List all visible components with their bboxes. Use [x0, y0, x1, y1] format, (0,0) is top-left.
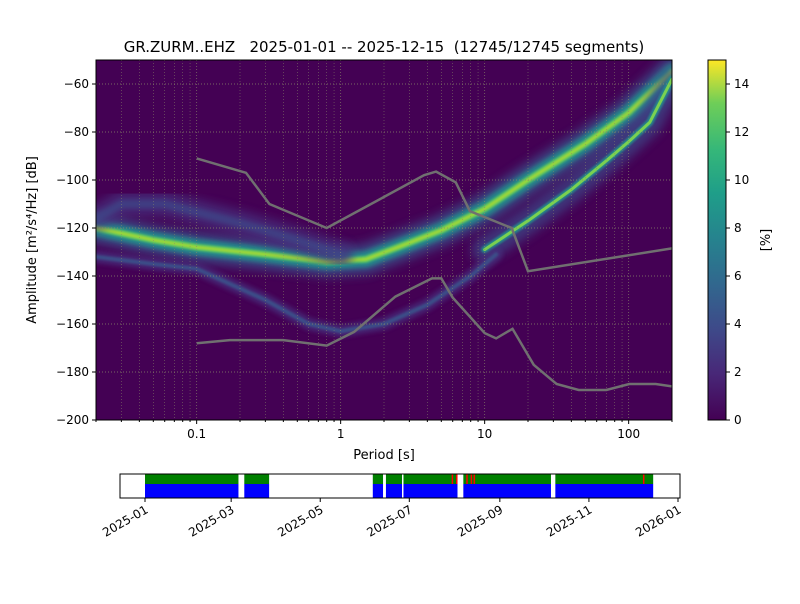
timeline-frame [119, 473, 681, 499]
low-noise-model [196, 277, 672, 392]
y-tick-label: −120 [56, 221, 89, 235]
gap-marker [456, 474, 458, 484]
gap-marker [451, 474, 454, 484]
gap-marker [473, 474, 476, 484]
timeline-tick-label: 2026-01 [633, 502, 683, 539]
timeline-tick-label: 2025-03 [186, 502, 236, 539]
y-axis-label: Amplitude [m²/s⁴/Hz] [dB] [25, 156, 40, 324]
gap-marker [466, 474, 468, 484]
x-tick-label: 1 [337, 427, 345, 441]
colorbar-tick-label: 12 [734, 125, 749, 139]
density-ridge-upper-left [96, 200, 345, 259]
y-axis: −60 −80 −100 −120 −140 −160 −180 −200 [56, 77, 96, 427]
available-segment [244, 484, 270, 498]
available-segment [372, 484, 384, 498]
y-tick-label: −180 [56, 365, 89, 379]
timeline-tick-label: 2025-05 [275, 502, 325, 539]
colorbar-label: [%] [759, 229, 774, 252]
available-segment [403, 484, 458, 498]
used-segment [244, 474, 270, 484]
timeline-tick-label: 2025-11 [544, 502, 594, 539]
y-tick-label: −60 [64, 77, 89, 91]
x-tick-label: 0.1 [187, 427, 206, 441]
x-axis: 0.1 1 10 100 [95, 420, 673, 441]
colorbar-tick-label: 14 [734, 77, 749, 91]
x-tick-label: 10 [477, 427, 492, 441]
timeline-tick-label: 2025-07 [364, 502, 414, 539]
y-tick-label: −160 [56, 317, 89, 331]
y-tick-label: −140 [56, 269, 89, 283]
y-tick-label: −80 [64, 125, 89, 139]
used-segment [555, 474, 654, 484]
used-segment [403, 474, 458, 484]
timeline-tick-label: 2025-01 [100, 502, 150, 539]
used-segment [463, 474, 551, 484]
colorbar-tick-label: 2 [734, 365, 742, 379]
y-tick-label: −100 [56, 173, 89, 187]
high-noise-model [196, 157, 672, 273]
colorbar-tick-label: 0 [734, 413, 742, 427]
colorbar-tick-label: 8 [734, 221, 742, 235]
colorbar-tick-label: 4 [734, 317, 742, 331]
x-axis-label: Period [s] [353, 448, 415, 463]
x-tick-label: 100 [617, 427, 640, 441]
gap-marker [642, 474, 645, 484]
y-tick-label: −200 [56, 413, 89, 427]
noise-models [196, 157, 672, 392]
available-segment [385, 484, 403, 498]
colorbar-tick-label: 6 [734, 269, 742, 283]
colorbar-ticks: 0 2 4 6 8 10 12 14 [726, 77, 749, 427]
available-segment [145, 484, 239, 498]
colorbar [707, 59, 727, 421]
used-segment [385, 474, 403, 484]
available-segment [463, 484, 551, 498]
colorbar-tick-label: 10 [734, 173, 749, 187]
chart-title: GR.ZURM..EHZ 2025-01-01 -- 2025-12-15 (1… [124, 38, 645, 56]
used-segment [145, 474, 239, 484]
grid-lines [95, 60, 673, 421]
timeline-tick-label: 2025-09 [455, 502, 505, 539]
density-ridges [96, 60, 672, 338]
data-availability-timeline: 2025-01 2025-03 2025-05 2025-07 2025-09 2025-… [100, 473, 684, 540]
available-segment [555, 484, 654, 498]
used-segment [372, 474, 384, 484]
gap-marker [470, 474, 473, 484]
